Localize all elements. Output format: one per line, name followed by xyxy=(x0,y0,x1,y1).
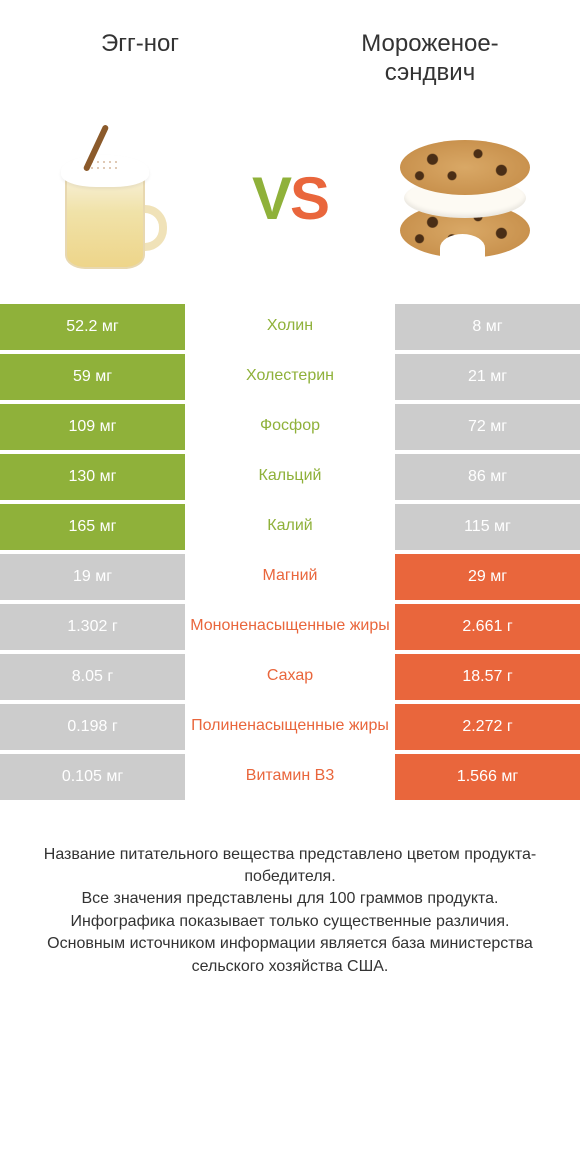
footer-line: Название питательного вещества представл… xyxy=(30,844,550,889)
footer-line: Все значения представлены для 100 граммо… xyxy=(30,888,550,910)
vs-label: VS xyxy=(252,164,328,233)
header: Эгг-ног Мороженое-сэндвич xyxy=(0,0,580,104)
table-row: 8.05 гСахар18.57 г xyxy=(0,654,580,704)
nutrient-label: Кальций xyxy=(185,454,395,500)
footer-line: Инфографика показывает только существенн… xyxy=(30,911,550,933)
nutrient-label: Витамин B3 xyxy=(185,754,395,800)
right-value: 86 мг xyxy=(395,454,580,500)
table-row: 59 мгХолестерин21 мг xyxy=(0,354,580,404)
nutrient-label: Мононенасыщенные жиры xyxy=(185,604,395,650)
left-value: 52.2 мг xyxy=(0,304,185,350)
right-value: 115 мг xyxy=(395,504,580,550)
table-row: 130 мгКальций86 мг xyxy=(0,454,580,504)
nutrient-label: Холин xyxy=(185,304,395,350)
vs-v: V xyxy=(252,165,290,232)
right-value: 2.272 г xyxy=(395,704,580,750)
left-title: Эгг-ног xyxy=(40,30,240,88)
footer-note: Название питательного вещества представл… xyxy=(0,804,580,978)
footer-line: Основным источником информации является … xyxy=(30,933,550,978)
table-row: 0.105 мгВитамин B31.566 мг xyxy=(0,754,580,804)
left-value: 165 мг xyxy=(0,504,185,550)
nutrient-label: Фосфор xyxy=(185,404,395,450)
right-value: 2.661 г xyxy=(395,604,580,650)
table-row: 1.302 гМононенасыщенные жиры2.661 г xyxy=(0,604,580,654)
left-value: 109 мг xyxy=(0,404,185,450)
nutrient-label: Калий xyxy=(185,504,395,550)
comparison-table: 52.2 мгХолин8 мг59 мгХолестерин21 мг109 … xyxy=(0,304,580,804)
right-value: 8 мг xyxy=(395,304,580,350)
images-row: VS xyxy=(0,104,580,304)
left-image xyxy=(30,114,200,284)
left-value: 8.05 г xyxy=(0,654,185,700)
vs-s: S xyxy=(290,165,328,232)
right-value: 29 мг xyxy=(395,554,580,600)
right-value: 18.57 г xyxy=(395,654,580,700)
icecream-sandwich-icon xyxy=(390,134,540,264)
right-value: 72 мг xyxy=(395,404,580,450)
left-value: 0.105 мг xyxy=(0,754,185,800)
left-value: 59 мг xyxy=(0,354,185,400)
left-value: 1.302 г xyxy=(0,604,185,650)
nutrient-label: Сахар xyxy=(185,654,395,700)
table-row: 19 мгМагний29 мг xyxy=(0,554,580,604)
right-title: Мороженое-сэндвич xyxy=(320,30,540,88)
left-value: 0.198 г xyxy=(0,704,185,750)
left-value: 130 мг xyxy=(0,454,185,500)
right-image xyxy=(380,114,550,284)
nutrient-label: Полиненасыщенные жиры xyxy=(185,704,395,750)
nutrient-label: Холестерин xyxy=(185,354,395,400)
table-row: 0.198 гПолиненасыщенные жиры2.272 г xyxy=(0,704,580,754)
left-value: 19 мг xyxy=(0,554,185,600)
nutrient-label: Магний xyxy=(185,554,395,600)
table-row: 109 мгФосфор72 мг xyxy=(0,404,580,454)
right-value: 21 мг xyxy=(395,354,580,400)
table-row: 52.2 мгХолин8 мг xyxy=(0,304,580,354)
eggnog-icon xyxy=(55,129,175,269)
table-row: 165 мгКалий115 мг xyxy=(0,504,580,554)
right-value: 1.566 мг xyxy=(395,754,580,800)
